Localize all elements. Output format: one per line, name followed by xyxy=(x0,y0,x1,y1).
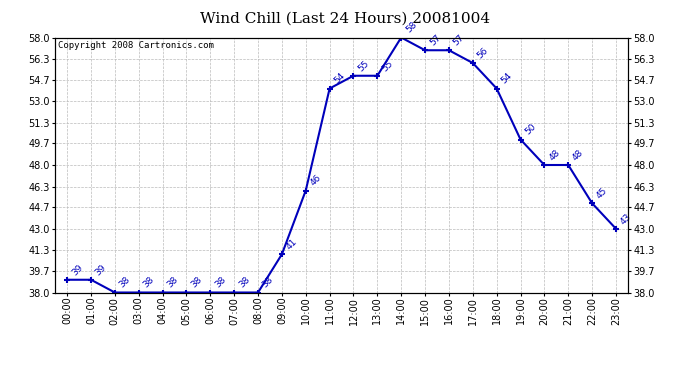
Text: 54: 54 xyxy=(500,71,514,86)
Text: 39: 39 xyxy=(94,262,108,277)
Text: 57: 57 xyxy=(452,33,466,48)
Text: 57: 57 xyxy=(428,33,442,48)
Text: 41: 41 xyxy=(285,237,299,252)
Text: 48: 48 xyxy=(547,148,562,162)
Text: 39: 39 xyxy=(70,262,84,277)
Text: 55: 55 xyxy=(380,58,395,73)
Text: 43: 43 xyxy=(619,211,633,226)
Text: 38: 38 xyxy=(261,275,275,290)
Text: 38: 38 xyxy=(213,275,228,290)
Text: 55: 55 xyxy=(356,58,371,73)
Text: 54: 54 xyxy=(333,71,347,86)
Text: 58: 58 xyxy=(404,20,418,35)
Text: Wind Chill (Last 24 Hours) 20081004: Wind Chill (Last 24 Hours) 20081004 xyxy=(200,11,490,25)
Text: 38: 38 xyxy=(117,275,132,290)
Text: 45: 45 xyxy=(595,186,609,201)
Text: 38: 38 xyxy=(189,275,204,290)
Text: 48: 48 xyxy=(571,148,585,162)
Text: 38: 38 xyxy=(166,275,180,290)
Text: Copyright 2008 Cartronics.com: Copyright 2008 Cartronics.com xyxy=(58,41,214,50)
Text: 50: 50 xyxy=(523,122,538,137)
Text: 46: 46 xyxy=(308,173,323,188)
Text: 56: 56 xyxy=(475,46,490,60)
Text: 38: 38 xyxy=(141,275,156,290)
Text: 38: 38 xyxy=(237,275,251,290)
